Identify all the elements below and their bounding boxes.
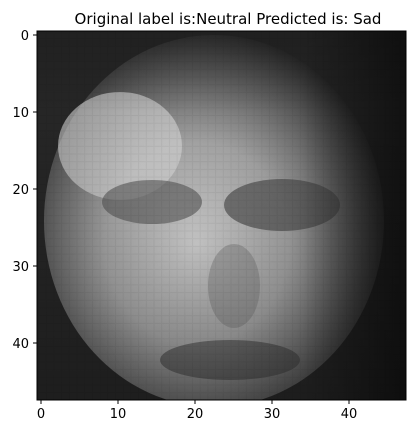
y-tick-label: 20 [12, 183, 29, 198]
y-tick-label: 40 [12, 337, 29, 352]
y-axis-ticks: 0 10 20 30 40 [12, 29, 37, 352]
image-plot-area [37, 31, 406, 400]
x-tick-label: 20 [187, 407, 204, 422]
y-tick-label: 0 [21, 29, 29, 44]
x-tick-label: 40 [341, 407, 358, 422]
x-tick-label: 0 [37, 407, 45, 422]
x-tick-label: 30 [264, 407, 281, 422]
x-tick-label: 10 [110, 407, 127, 422]
y-tick-label: 10 [12, 106, 29, 121]
x-axis-ticks: 0 10 20 30 40 [37, 400, 357, 422]
axes-frame [36, 30, 407, 401]
face-image-pixel-texture [37, 31, 406, 400]
y-tick-label: 30 [12, 260, 29, 275]
figure-title: Original label is:Neutral Predicted is: … [75, 10, 382, 28]
